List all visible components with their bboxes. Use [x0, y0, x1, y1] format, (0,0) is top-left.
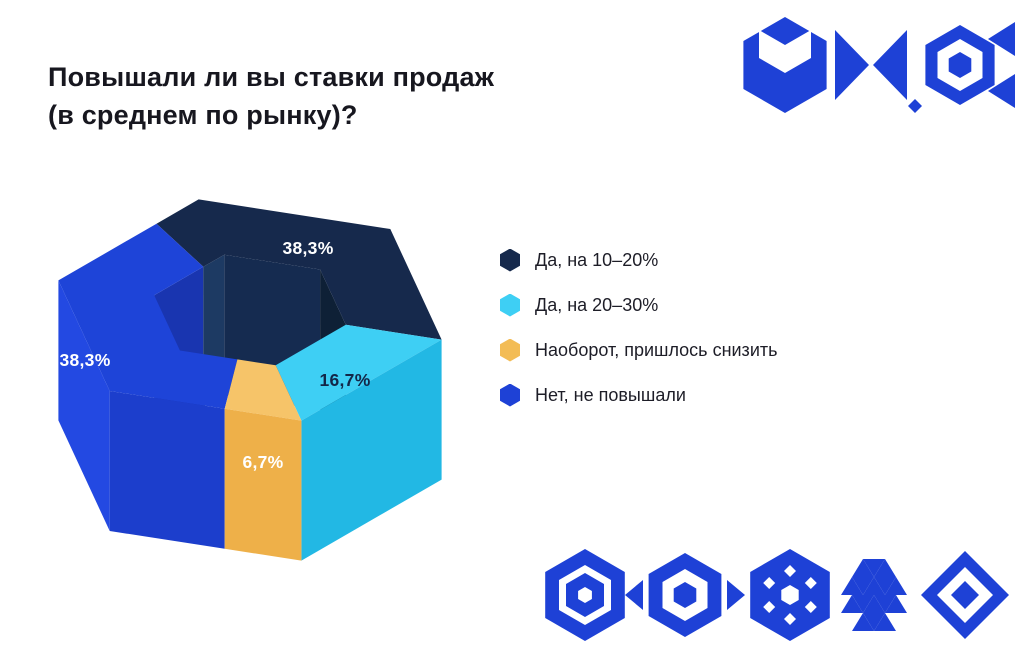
legend-label: Нет, не повышали	[535, 384, 686, 405]
hexagon-swatch-icon	[500, 293, 520, 317]
segment-navy-top-face	[156, 199, 442, 340]
brand-pattern-bottom-shapes	[545, 549, 1009, 641]
chart-legend: Да, на 10–20% Да, на 20–30% Наоборот, пр…	[500, 247, 778, 408]
value-label-yes-10-20: 38,3%	[282, 238, 333, 258]
legend-label: Да, на 10–20%	[535, 249, 659, 270]
brand-pattern-bottom	[545, 549, 1009, 641]
brand-pattern-top	[743, 17, 1015, 113]
page-title: Повышали ли вы ставки продаж (в среднем …	[48, 58, 494, 134]
value-label-lowered: 6,7%	[242, 452, 283, 472]
donut-top-faces	[58, 199, 442, 421]
donut-outer-walls	[58, 280, 442, 561]
legend-label: Наоборот, пришлось снизить	[535, 339, 778, 360]
segment-cyan-outer-wall	[301, 339, 442, 561]
hex-donut-chart: 38,3% 38,3% 16,7% 6,7%	[58, 199, 442, 561]
hexagon-swatch-icon	[500, 338, 520, 362]
page-title-line-2: (в среднем по рынку)?	[48, 100, 358, 131]
donut-value-labels: 38,3% 38,3% 16,7% 6,7%	[59, 238, 370, 472]
segment-blue-top-face	[58, 223, 238, 409]
segment-blue-outer-wall-front	[109, 391, 225, 549]
legend-item-no-raise: Нет, не повышали	[500, 382, 778, 408]
hexagon-swatch-icon	[500, 248, 520, 272]
legend-item-yes-10-20: Да, на 10–20%	[500, 247, 778, 273]
brand-pattern-top-shapes	[743, 17, 1015, 113]
segment-cyan-top-face	[275, 324, 442, 421]
value-label-no-raise: 38,3%	[59, 350, 110, 370]
segment-yellow-top-face	[224, 359, 302, 421]
segment-blue-outer-wall-left	[58, 280, 110, 531]
page-title-line-1: Повышали ли вы ставки продаж	[48, 62, 495, 93]
hexagon-swatch-icon	[500, 383, 520, 407]
legend-label: Да, на 20–30%	[535, 294, 659, 315]
legend-item-yes-20-30: Да, на 20–30%	[500, 292, 778, 318]
segment-yellow-outer-wall	[224, 408, 302, 561]
value-label-yes-20-30: 16,7%	[319, 370, 370, 390]
legend-item-lowered: Наоборот, пришлось снизить	[500, 337, 778, 363]
